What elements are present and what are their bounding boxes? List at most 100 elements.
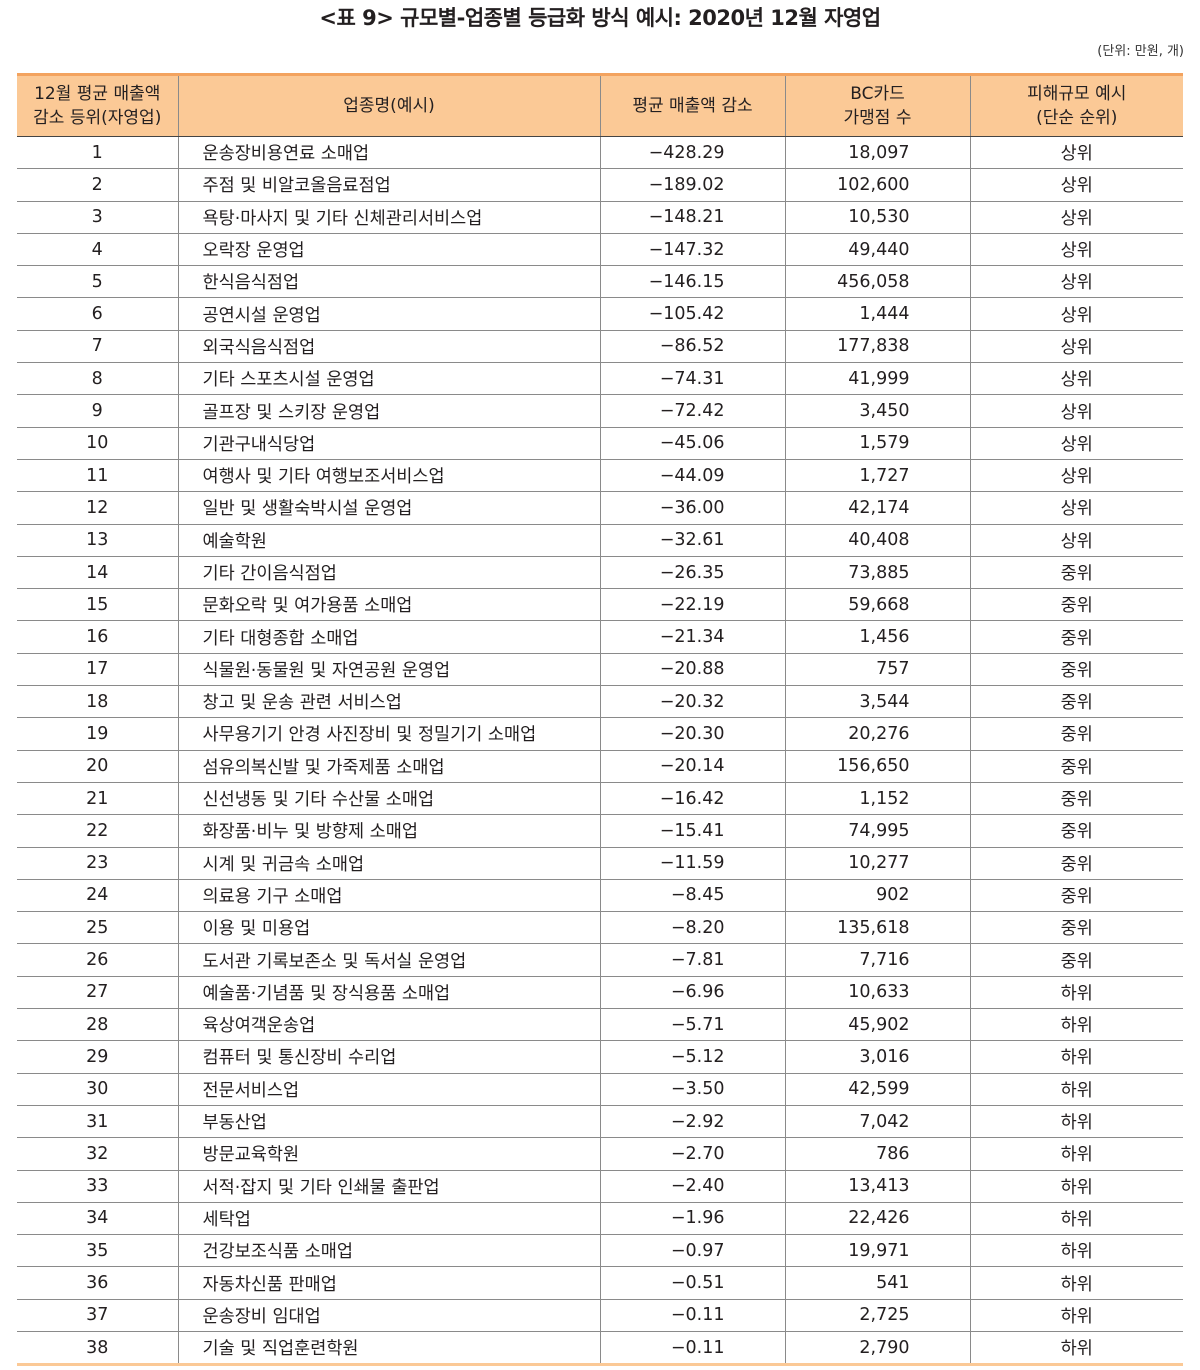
damage-scale-cell: 하위 xyxy=(969,1104,1183,1138)
damage-scale-cell: 상위 xyxy=(969,426,1183,460)
header-damage-scale: 피해규모 예시 (단순 순위) xyxy=(969,73,1183,137)
sales-decrease-cell: −5.12 xyxy=(599,1040,785,1074)
merchant-count-cell: 1,152 xyxy=(784,781,970,815)
unit-note: (단위: 만원, 개) xyxy=(1097,44,1184,59)
table-row: 16 기타 대형종합 소매업 −21.34 1,456 중위 xyxy=(17,620,1183,654)
industry-cell: 신선냉동 및 기타 수산물 소매업 xyxy=(177,781,600,815)
rank-cell: 33 xyxy=(17,1169,178,1203)
damage-scale-cell: 하위 xyxy=(969,1201,1183,1235)
rank-cell: 11 xyxy=(17,458,178,492)
rank-cell: 22 xyxy=(17,814,178,848)
merchant-count-cell: 19,971 xyxy=(784,1234,970,1267)
rank-cell: 3 xyxy=(17,200,178,234)
sales-decrease-cell: −105.42 xyxy=(599,297,785,331)
rank-cell: 21 xyxy=(17,781,178,815)
table-row: 9 골프장 및 스키장 운영업 −72.42 3,450 상위 xyxy=(17,394,1183,428)
table-row: 38 기술 및 직업훈련학원 −0.11 2,790 하위 xyxy=(17,1330,1183,1367)
merchant-count-cell: 3,450 xyxy=(784,394,970,428)
table-title: <표 9> 규모별-업종별 등급화 방식 예시: 2020년 12월 자영업 xyxy=(319,6,881,30)
sales-decrease-cell: −26.35 xyxy=(599,555,785,589)
damage-scale-cell: 상위 xyxy=(969,362,1183,395)
table-row: 22 화장품·비누 및 방향제 소매업 −15.41 74,995 중위 xyxy=(17,814,1183,848)
rank-cell: 1 xyxy=(17,135,178,169)
industry-cell: 욕탕·마사지 및 기타 신체관리서비스업 xyxy=(177,200,600,234)
sales-decrease-cell: −0.97 xyxy=(599,1234,785,1267)
damage-scale-cell: 하위 xyxy=(969,1137,1183,1170)
industry-cell: 화장품·비누 및 방향제 소매업 xyxy=(177,814,600,848)
table-row: 30 전문서비스업 −3.50 42,599 하위 xyxy=(17,1072,1183,1106)
merchant-count-cell: 41,999 xyxy=(784,362,970,395)
rank-cell: 35 xyxy=(17,1234,178,1267)
industry-cell: 골프장 및 스키장 운영업 xyxy=(177,394,600,428)
industry-cell: 전문서비스업 xyxy=(177,1072,600,1106)
table-row: 11 여행사 및 기타 여행보조서비스업 −44.09 1,727 상위 xyxy=(17,458,1183,492)
industry-cell: 방문교육학원 xyxy=(177,1137,600,1170)
rank-cell: 38 xyxy=(17,1330,178,1367)
merchant-count-cell: 42,599 xyxy=(784,1072,970,1106)
damage-scale-cell: 중위 xyxy=(969,878,1183,912)
sales-decrease-cell: −5.71 xyxy=(599,1008,785,1041)
rank-cell: 37 xyxy=(17,1298,178,1332)
merchant-count-cell: 49,440 xyxy=(784,232,970,266)
table-row: 8 기타 스포츠시설 운영업 −74.31 41,999 상위 xyxy=(17,362,1183,395)
sales-decrease-cell: −16.42 xyxy=(599,781,785,815)
sales-decrease-cell: −20.32 xyxy=(599,685,785,718)
damage-scale-cell: 상위 xyxy=(969,297,1183,331)
table-row: 24 의료용 기구 소매업 −8.45 902 중위 xyxy=(17,878,1183,912)
table-row: 7 외국식음식점업 −86.52 177,838 상위 xyxy=(17,329,1183,363)
sales-decrease-cell: −15.41 xyxy=(599,814,785,848)
industry-cell: 주점 및 비알코올음료점업 xyxy=(177,168,600,202)
damage-scale-cell: 상위 xyxy=(969,394,1183,428)
table-row: 36 자동차신품 판매업 −0.51 541 하위 xyxy=(17,1266,1183,1300)
merchant-count-cell: 1,579 xyxy=(784,426,970,460)
table-row: 28 육상여객운송업 −5.71 45,902 하위 xyxy=(17,1008,1183,1041)
merchant-count-cell: 102,600 xyxy=(784,168,970,202)
sales-decrease-cell: −2.40 xyxy=(599,1169,785,1203)
sales-decrease-cell: −8.20 xyxy=(599,911,785,944)
merchant-count-cell: 13,413 xyxy=(784,1169,970,1203)
industry-cell: 기타 대형종합 소매업 xyxy=(177,620,600,654)
merchant-count-cell: 7,042 xyxy=(784,1104,970,1138)
table-row: 23 시계 및 귀금속 소매업 −11.59 10,277 중위 xyxy=(17,846,1183,880)
merchant-count-cell: 541 xyxy=(784,1266,970,1300)
merchant-count-cell: 156,650 xyxy=(784,749,970,783)
table-row: 5 한식음식점업 −146.15 456,058 상위 xyxy=(17,265,1183,298)
merchant-count-cell: 1,456 xyxy=(784,620,970,654)
industry-cell: 섬유의복신발 및 가죽제품 소매업 xyxy=(177,749,600,783)
rank-cell: 25 xyxy=(17,911,178,944)
damage-scale-cell: 상위 xyxy=(969,329,1183,363)
rank-cell: 6 xyxy=(17,297,178,331)
damage-scale-cell: 하위 xyxy=(969,975,1183,1009)
rank-cell: 12 xyxy=(17,491,178,525)
damage-scale-cell: 중위 xyxy=(969,749,1183,783)
rank-cell: 34 xyxy=(17,1201,178,1235)
table-row: 15 문화오락 및 여가용품 소매업 −22.19 59,668 중위 xyxy=(17,588,1183,621)
industry-cell: 기술 및 직업훈련학원 xyxy=(177,1330,600,1367)
ranking-table: 12월 평균 매출액 감소 등위(자영업) 업종명(예시) 평균 매출액 감소 … xyxy=(17,73,1183,1367)
sales-decrease-cell: −147.32 xyxy=(599,232,785,266)
table-row: 12 일반 및 생활숙박시설 운영업 −36.00 42,174 상위 xyxy=(17,491,1183,525)
merchant-count-cell: 902 xyxy=(784,878,970,912)
rank-cell: 20 xyxy=(17,749,178,783)
damage-scale-cell: 상위 xyxy=(969,135,1183,169)
sales-decrease-cell: −2.70 xyxy=(599,1137,785,1170)
damage-scale-cell: 하위 xyxy=(969,1266,1183,1300)
table-row: 37 운송장비 임대업 −0.11 2,725 하위 xyxy=(17,1298,1183,1332)
industry-cell: 여행사 및 기타 여행보조서비스업 xyxy=(177,458,600,492)
damage-scale-cell: 상위 xyxy=(969,265,1183,298)
industry-cell: 육상여객운송업 xyxy=(177,1008,600,1041)
table-row: 1 운송장비용연료 소매업 −428.29 18,097 상위 xyxy=(17,135,1183,169)
merchant-count-cell: 7,716 xyxy=(784,943,970,977)
industry-cell: 이용 및 미용업 xyxy=(177,911,600,944)
sales-decrease-cell: −8.45 xyxy=(599,878,785,912)
merchant-count-cell: 20,276 xyxy=(784,717,970,751)
rank-cell: 31 xyxy=(17,1104,178,1138)
industry-cell: 문화오락 및 여가용품 소매업 xyxy=(177,588,600,621)
table-row: 19 사무용기기 안경 사진장비 및 정밀기기 소매업 −20.30 20,276 중위 xyxy=(17,717,1183,751)
merchant-count-cell: 3,016 xyxy=(784,1040,970,1074)
damage-scale-cell: 중위 xyxy=(969,846,1183,880)
damage-scale-cell: 중위 xyxy=(969,620,1183,654)
table-row: 3 욕탕·마사지 및 기타 신체관리서비스업 −148.21 10,530 상위 xyxy=(17,200,1183,234)
table-row: 34 세탁업 −1.96 22,426 하위 xyxy=(17,1201,1183,1235)
rank-cell: 8 xyxy=(17,362,178,395)
